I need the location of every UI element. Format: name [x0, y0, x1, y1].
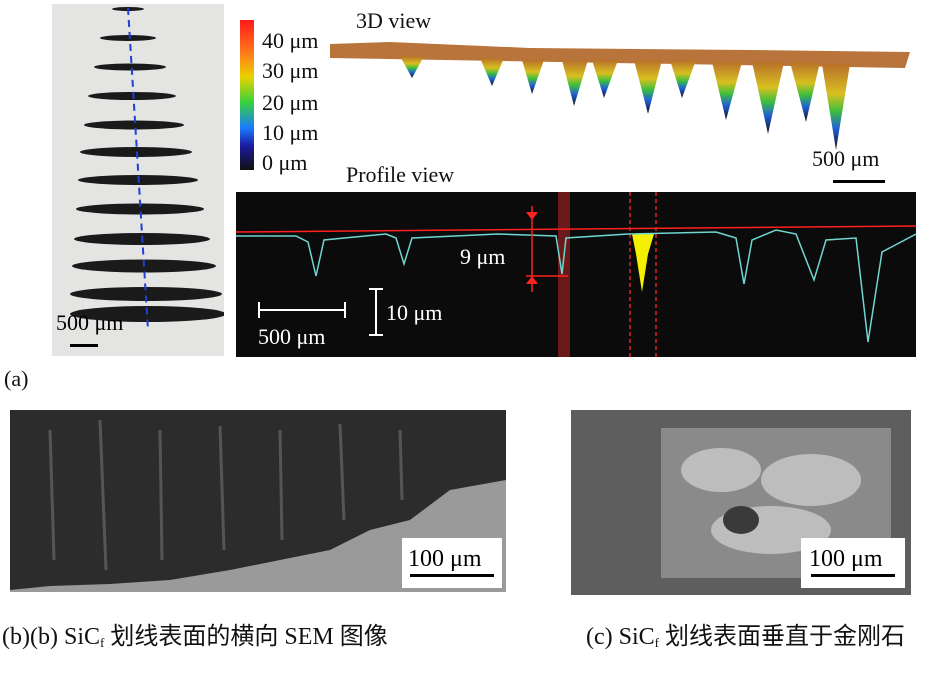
caption-b-sub: f [100, 635, 105, 650]
caption-c-prefix: (c) SiC [586, 624, 655, 650]
colorbar-label-40: 40 μm [262, 28, 319, 53]
colorbar-label-10: 10 μm [262, 120, 319, 145]
colorbar-label-20: 20 μm [262, 90, 319, 115]
caption-b-prefix: (b)(b) SiC [2, 624, 100, 650]
profile-title: Profile view [346, 162, 455, 187]
panel-a-label: (a) [4, 366, 29, 391]
caption-b-suffix: 划线表面的横向 SEM 图像 [104, 624, 388, 650]
scratch-micrograph: 500 μm [52, 4, 224, 356]
colorbar-label-0: 0 μm [262, 150, 308, 175]
view3d-scale-bar [833, 180, 885, 183]
profile-scale-h-label: 500 μm [258, 324, 325, 349]
colorbar-label-30: 30 μm [262, 58, 319, 83]
profile-plot: 9 μm 500 μm 10 μm [236, 192, 916, 357]
sem-image-perpendicular: 100 μm [571, 410, 911, 595]
profile-scale-v-label: 10 μm [386, 300, 442, 325]
scratch-marks [70, 7, 224, 322]
caption-c-suffix: 划线表面垂直于金刚石 [659, 624, 906, 650]
view3d-surface [330, 42, 910, 150]
profile-depth-label: 9 μm [460, 244, 505, 269]
sem-c-scale-label: 100 μm [809, 546, 883, 572]
caption-b: (b)(b) SiCf 划线表面的横向 SEM 图像 [2, 616, 388, 651]
micrograph-scale-label: 500 μm [56, 310, 123, 335]
sem-b-scale-label: 100 μm [408, 546, 482, 572]
caption-c: (c) SiCf 划线表面垂直于金刚石 [586, 616, 905, 651]
view3d-title: 3D view [356, 8, 432, 33]
height-colorbar [240, 20, 254, 170]
caption-c-sub: f [654, 635, 660, 650]
view3d-scale-label: 500 μm [812, 146, 880, 171]
sem-image-transverse: 100 μm [10, 410, 506, 592]
